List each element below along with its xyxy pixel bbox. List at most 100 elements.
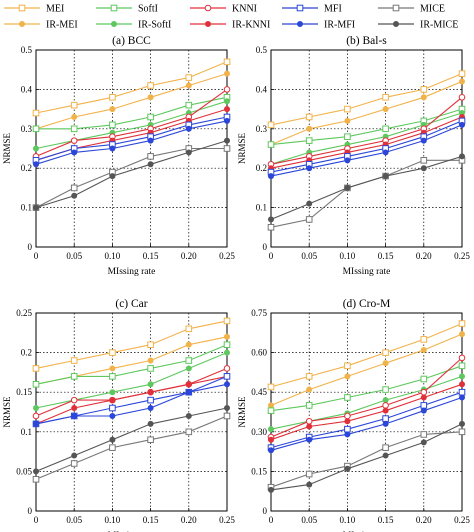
data-point [267, 173, 274, 180]
data-point [344, 157, 351, 164]
data-point [344, 362, 351, 370]
data-point [420, 375, 428, 383]
data-point [267, 426, 274, 433]
series-line [35, 88, 228, 157]
data-point [223, 70, 230, 77]
x-tick-label: 0.15 [378, 515, 394, 525]
data-point [147, 137, 154, 144]
data-point [306, 200, 313, 207]
data-point [306, 436, 313, 443]
y-tick-label: 0.25 [16, 308, 32, 318]
series-line [35, 116, 228, 161]
data-point [344, 431, 351, 438]
y-tick-label: 0.15 [16, 387, 32, 397]
data-point [109, 444, 116, 451]
legend-marker [296, 4, 304, 12]
data-point [223, 341, 231, 348]
data-point [344, 418, 351, 425]
data-point [147, 357, 154, 364]
y-axis-label: NRMSE [237, 396, 247, 428]
series-line [35, 120, 228, 165]
y-axis-label: NRMSE [237, 132, 247, 164]
series-mfi [267, 388, 466, 451]
data-point [147, 94, 154, 101]
data-point [32, 380, 40, 388]
data-point [458, 362, 466, 370]
y-tick-label: 0.2 [21, 348, 32, 358]
series-line [35, 383, 228, 425]
chart-title: (d) Cro-M [343, 298, 391, 310]
data-point [70, 396, 78, 404]
y-tick-label: 0.3 [21, 124, 33, 134]
series-line [35, 336, 228, 385]
data-point [458, 121, 465, 128]
data-point [382, 386, 389, 393]
y-axis-label: NRMSE [2, 396, 12, 428]
series-mice [32, 412, 231, 483]
legend-label: SoftI [138, 4, 158, 15]
data-point [420, 157, 428, 164]
x-tick-label: 0 [269, 251, 274, 261]
data-point [306, 481, 313, 488]
chart-panel: (a) BCC 0 0.1 0.2 0.3 0.4 0.5 0 0.05 0.10 0.15 0.20… [2, 35, 235, 277]
data-point [344, 373, 351, 380]
data-point [147, 420, 154, 427]
data-point [382, 452, 389, 459]
y-tick-label: 0.5 [21, 45, 33, 55]
y-tick-label: 0.1 [256, 203, 267, 213]
data-point [420, 137, 427, 144]
data-point [223, 412, 231, 420]
legend-item: MICE [378, 4, 445, 15]
series-ir-softi [33, 98, 230, 152]
data-point [382, 125, 389, 133]
data-point [458, 373, 465, 380]
series-line [35, 108, 228, 161]
series-line [35, 100, 228, 150]
legend-label: IR-SoftI [138, 20, 171, 31]
x-tick-label: 0.20 [416, 251, 432, 261]
series-softi [267, 105, 466, 148]
data-point [223, 349, 230, 356]
data-point [109, 404, 116, 412]
series-line [35, 140, 228, 209]
data-point [305, 216, 313, 223]
x-tick-label: 0.20 [181, 251, 197, 261]
data-point [223, 137, 230, 144]
data-point [185, 325, 193, 333]
series-mice [267, 428, 466, 491]
chart-panel: (c) Car 0 0.05 0.1 0.15 0.2 0.25 0 0.05 0.10 0.15 0… [2, 298, 235, 532]
y-tick-label: 0.15 [251, 466, 267, 476]
data-point [147, 381, 154, 388]
data-point [382, 349, 389, 356]
data-point [33, 161, 40, 168]
series-line [270, 124, 463, 177]
data-point [267, 486, 274, 493]
series-line [270, 116, 463, 169]
chart-panel: (b) Bal-s 0 0.1 0.2 0.3 0.4 0.5 0 0.05 0.10 0.15 0.… [237, 35, 470, 277]
y-tick-label: 0.2 [256, 163, 267, 173]
data-point [267, 216, 274, 223]
data-point [109, 349, 116, 356]
data-point [185, 389, 192, 396]
data-point [109, 389, 116, 396]
data-point [305, 373, 313, 380]
data-point [344, 184, 351, 191]
series-line [270, 120, 463, 173]
data-point [223, 98, 230, 105]
series-line [270, 383, 463, 441]
series-line [35, 320, 228, 369]
y-tick-label: 0.4 [256, 84, 268, 94]
legend-marker [204, 4, 212, 12]
plot-frame [270, 49, 463, 248]
data-point [71, 113, 78, 120]
y-tick-label: 0.75 [251, 308, 267, 318]
series-line [35, 147, 227, 209]
data-point [185, 412, 192, 419]
x-tick-label: 0.10 [340, 515, 356, 525]
series-mei [267, 70, 466, 129]
series-line [35, 61, 228, 114]
data-point [458, 388, 466, 396]
data-point [185, 357, 193, 364]
y-tick-label: 0.30 [251, 427, 267, 437]
